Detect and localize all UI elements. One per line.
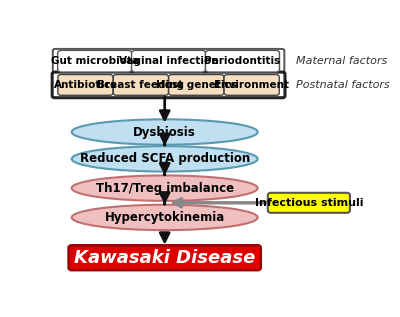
Text: Dysbiosis: Dysbiosis [133, 126, 196, 139]
Text: Host genetics: Host genetics [156, 80, 237, 90]
Text: Infectious stimuli: Infectious stimuli [254, 198, 363, 208]
Ellipse shape [72, 119, 258, 145]
FancyBboxPatch shape [132, 50, 206, 72]
Text: Postnatal factors: Postnatal factors [296, 80, 390, 90]
Text: Environment: Environment [214, 80, 289, 90]
FancyBboxPatch shape [268, 193, 350, 213]
Text: Antibiotics: Antibiotics [54, 80, 117, 90]
FancyBboxPatch shape [53, 49, 284, 74]
FancyBboxPatch shape [206, 50, 280, 72]
Text: Kawasaki Disease: Kawasaki Disease [74, 249, 255, 267]
FancyBboxPatch shape [52, 72, 285, 98]
Text: Vaginal infection: Vaginal infection [119, 56, 218, 66]
FancyBboxPatch shape [224, 74, 279, 95]
Ellipse shape [72, 205, 258, 230]
FancyBboxPatch shape [58, 74, 113, 95]
FancyBboxPatch shape [69, 245, 261, 270]
Text: Breast feeding: Breast feeding [97, 80, 184, 90]
Text: Hypercytokinemia: Hypercytokinemia [104, 211, 225, 224]
Text: Th17/Treg imbalance: Th17/Treg imbalance [96, 182, 234, 195]
Text: Reduced SCFA production: Reduced SCFA production [80, 152, 250, 165]
Ellipse shape [72, 146, 258, 171]
FancyBboxPatch shape [58, 50, 132, 72]
FancyBboxPatch shape [113, 74, 168, 95]
FancyBboxPatch shape [169, 74, 224, 95]
Text: Periodontitis: Periodontitis [204, 56, 280, 66]
Text: Maternal factors: Maternal factors [296, 56, 388, 66]
Text: Gut microbiota: Gut microbiota [51, 56, 139, 66]
Ellipse shape [72, 176, 258, 201]
